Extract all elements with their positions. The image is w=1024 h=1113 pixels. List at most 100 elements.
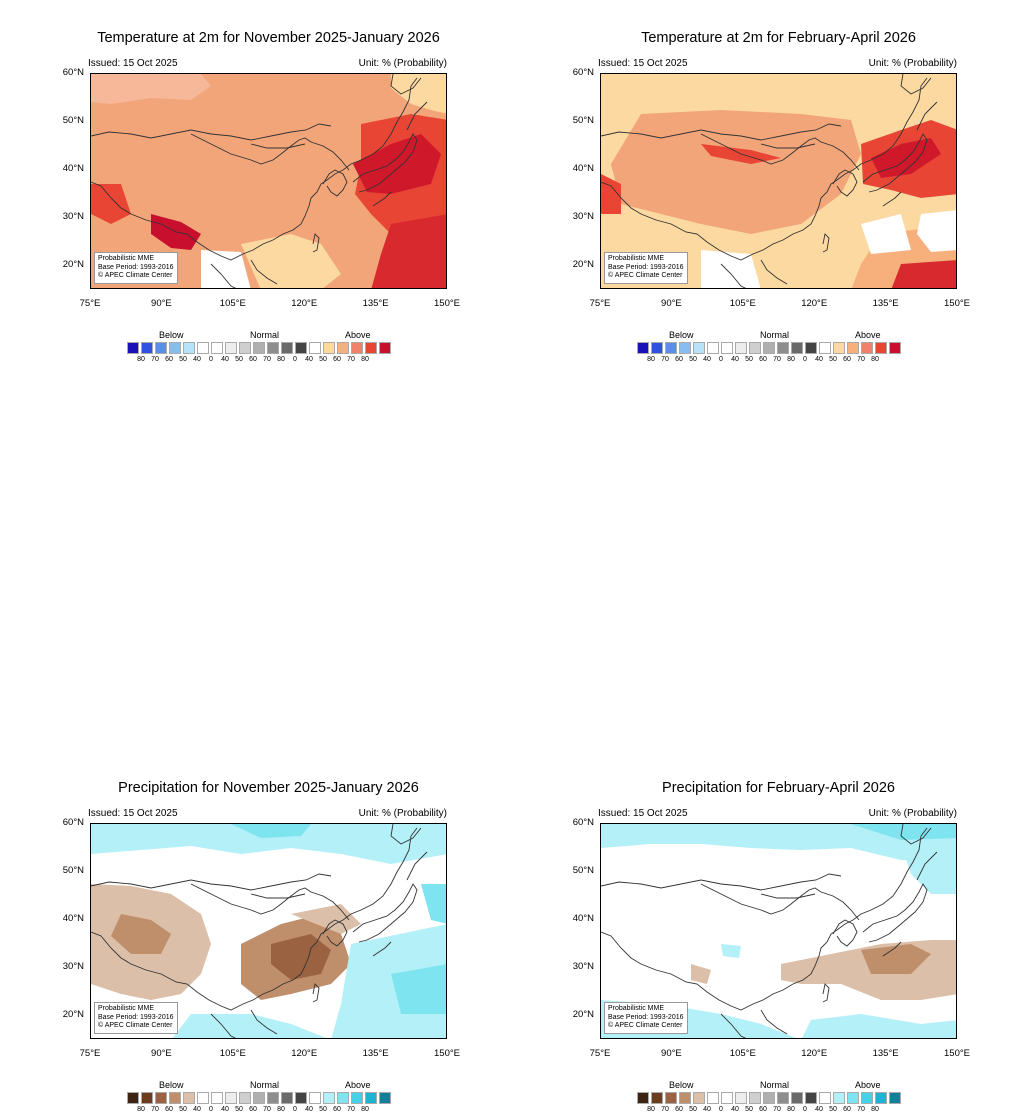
legend-swatch	[637, 342, 649, 354]
legend-normal-label: Normal	[760, 330, 790, 340]
legend-value: 50	[179, 356, 187, 363]
legend-value: 80	[647, 1106, 655, 1113]
shaded-region	[391, 74, 446, 114]
coastline	[250, 143, 306, 149]
legend-swatch	[721, 342, 733, 354]
issued-date: Issued: 15 Oct 2025	[598, 58, 688, 69]
legend-swatch	[749, 1092, 761, 1104]
latitude-label: 50°N	[62, 115, 84, 126]
legend-value: 80	[137, 356, 145, 363]
legend-swatch	[183, 342, 195, 354]
latitude-label: 60°N	[572, 67, 594, 78]
legend-value: 80	[361, 356, 369, 363]
legend-swatch	[379, 1092, 391, 1104]
coastline	[916, 101, 938, 131]
legend-swatch	[225, 342, 237, 354]
longitude-label: 75°E	[79, 1048, 101, 1059]
longitude-label: 75°E	[79, 298, 101, 309]
latitude-label: 20°N	[62, 1009, 84, 1020]
legend-below-label: Below	[669, 1080, 694, 1090]
map-plot: Probabilistic MME Base Period: 1993-2016 ©…	[600, 73, 957, 289]
note-line: Base Period: 1993-2016	[98, 263, 174, 271]
legend-above-label: Above	[345, 330, 371, 340]
longitude-label: 105°E	[729, 298, 756, 309]
map-note-box: Probabilistic MME Base Period: 1993-2016 ©…	[94, 1002, 178, 1034]
legend-value: 50	[745, 356, 753, 363]
legend-value: 50	[745, 1106, 753, 1113]
legend-swatch	[169, 342, 181, 354]
longitude-label: 90°E	[661, 298, 682, 309]
latitude-label: 50°N	[572, 865, 594, 876]
legend-below-label: Below	[159, 330, 184, 340]
map-plot: Probabilistic MME Base Period: 1993-2016 ©…	[600, 823, 957, 1039]
legend-swatch	[351, 1092, 363, 1104]
legend-swatch	[295, 1092, 307, 1104]
coastline	[760, 259, 788, 285]
legend-value: 70	[263, 356, 271, 363]
latitude-label: 20°N	[572, 259, 594, 270]
legend-value: 50	[689, 1106, 697, 1113]
legend-swatch	[155, 1092, 167, 1104]
map-plot: Probabilistic MME Base Period: 1993-2016 ©…	[90, 73, 447, 289]
longitude-label: 150°E	[944, 1048, 970, 1059]
legend-value: 60	[333, 356, 341, 363]
legend-value: 60	[759, 356, 767, 363]
legend-swatch	[309, 1092, 321, 1104]
shaded-region	[91, 74, 211, 104]
legend-swatch	[665, 342, 677, 354]
longitude-label: 120°E	[801, 298, 828, 309]
legend-swatch	[777, 1092, 789, 1104]
legend-swatch	[651, 1092, 663, 1104]
legend-swatch	[225, 1092, 237, 1104]
shaded-region	[871, 138, 941, 178]
panel-title: Temperature at 2m for February-April 202…	[641, 30, 916, 46]
issued-date: Issued: 15 Oct 2025	[88, 808, 178, 819]
legend-value: 80	[871, 356, 879, 363]
legend-swatch	[721, 1092, 733, 1104]
legend-swatch	[875, 342, 887, 354]
legend-value: 0	[719, 356, 723, 363]
latitude-label: 50°N	[572, 115, 594, 126]
longitude-label: 105°E	[219, 1048, 246, 1059]
coastline	[372, 191, 392, 207]
legend-below-label: Below	[159, 1080, 184, 1090]
coastline	[832, 169, 858, 197]
legend-value: 70	[347, 1106, 355, 1113]
legend-swatch	[833, 1092, 845, 1104]
legend-value: 50	[235, 1106, 243, 1113]
map-note-box: Probabilistic MME Base Period: 1993-2016 ©…	[604, 1002, 688, 1034]
legend-swatch	[309, 342, 321, 354]
coastline	[700, 133, 860, 171]
legend-swatch	[791, 1092, 803, 1104]
legend-value: 0	[209, 1106, 213, 1113]
legend-swatch	[707, 1092, 719, 1104]
legend-swatch	[141, 1092, 153, 1104]
longitude-label: 150°E	[434, 1048, 460, 1059]
note-line: Probabilistic MME	[608, 1005, 665, 1012]
legend-value: 40	[221, 1106, 229, 1113]
legend-value: 80	[787, 356, 795, 363]
legend-swatch	[847, 342, 859, 354]
coastline	[406, 101, 428, 131]
legend-swatch	[337, 342, 349, 354]
legend-value: 50	[319, 356, 327, 363]
legend-value: 70	[263, 1106, 271, 1113]
legend-value: 0	[209, 356, 213, 363]
legend-value: 0	[803, 1106, 807, 1113]
legend-swatch	[211, 1092, 223, 1104]
legend-value: 60	[675, 1106, 683, 1113]
latitude-label: 60°N	[572, 817, 594, 828]
forecast-panel: Temperature at 2m for November 2025-Janu…	[0, 0, 1024, 384]
legend-value: 50	[235, 356, 243, 363]
map-shading	[601, 74, 956, 288]
legend-above-label: Above	[855, 330, 881, 340]
coastline	[250, 259, 278, 285]
legend-value: 40	[193, 1106, 201, 1113]
legend-swatch	[211, 342, 223, 354]
legend-value: 40	[815, 1106, 823, 1113]
legend-swatch	[665, 1092, 677, 1104]
legend-value: 60	[843, 1106, 851, 1113]
note-line: Base Period: 1993-2016	[608, 1013, 684, 1021]
legend-value: 80	[647, 356, 655, 363]
latitude-label: 40°N	[62, 913, 84, 924]
